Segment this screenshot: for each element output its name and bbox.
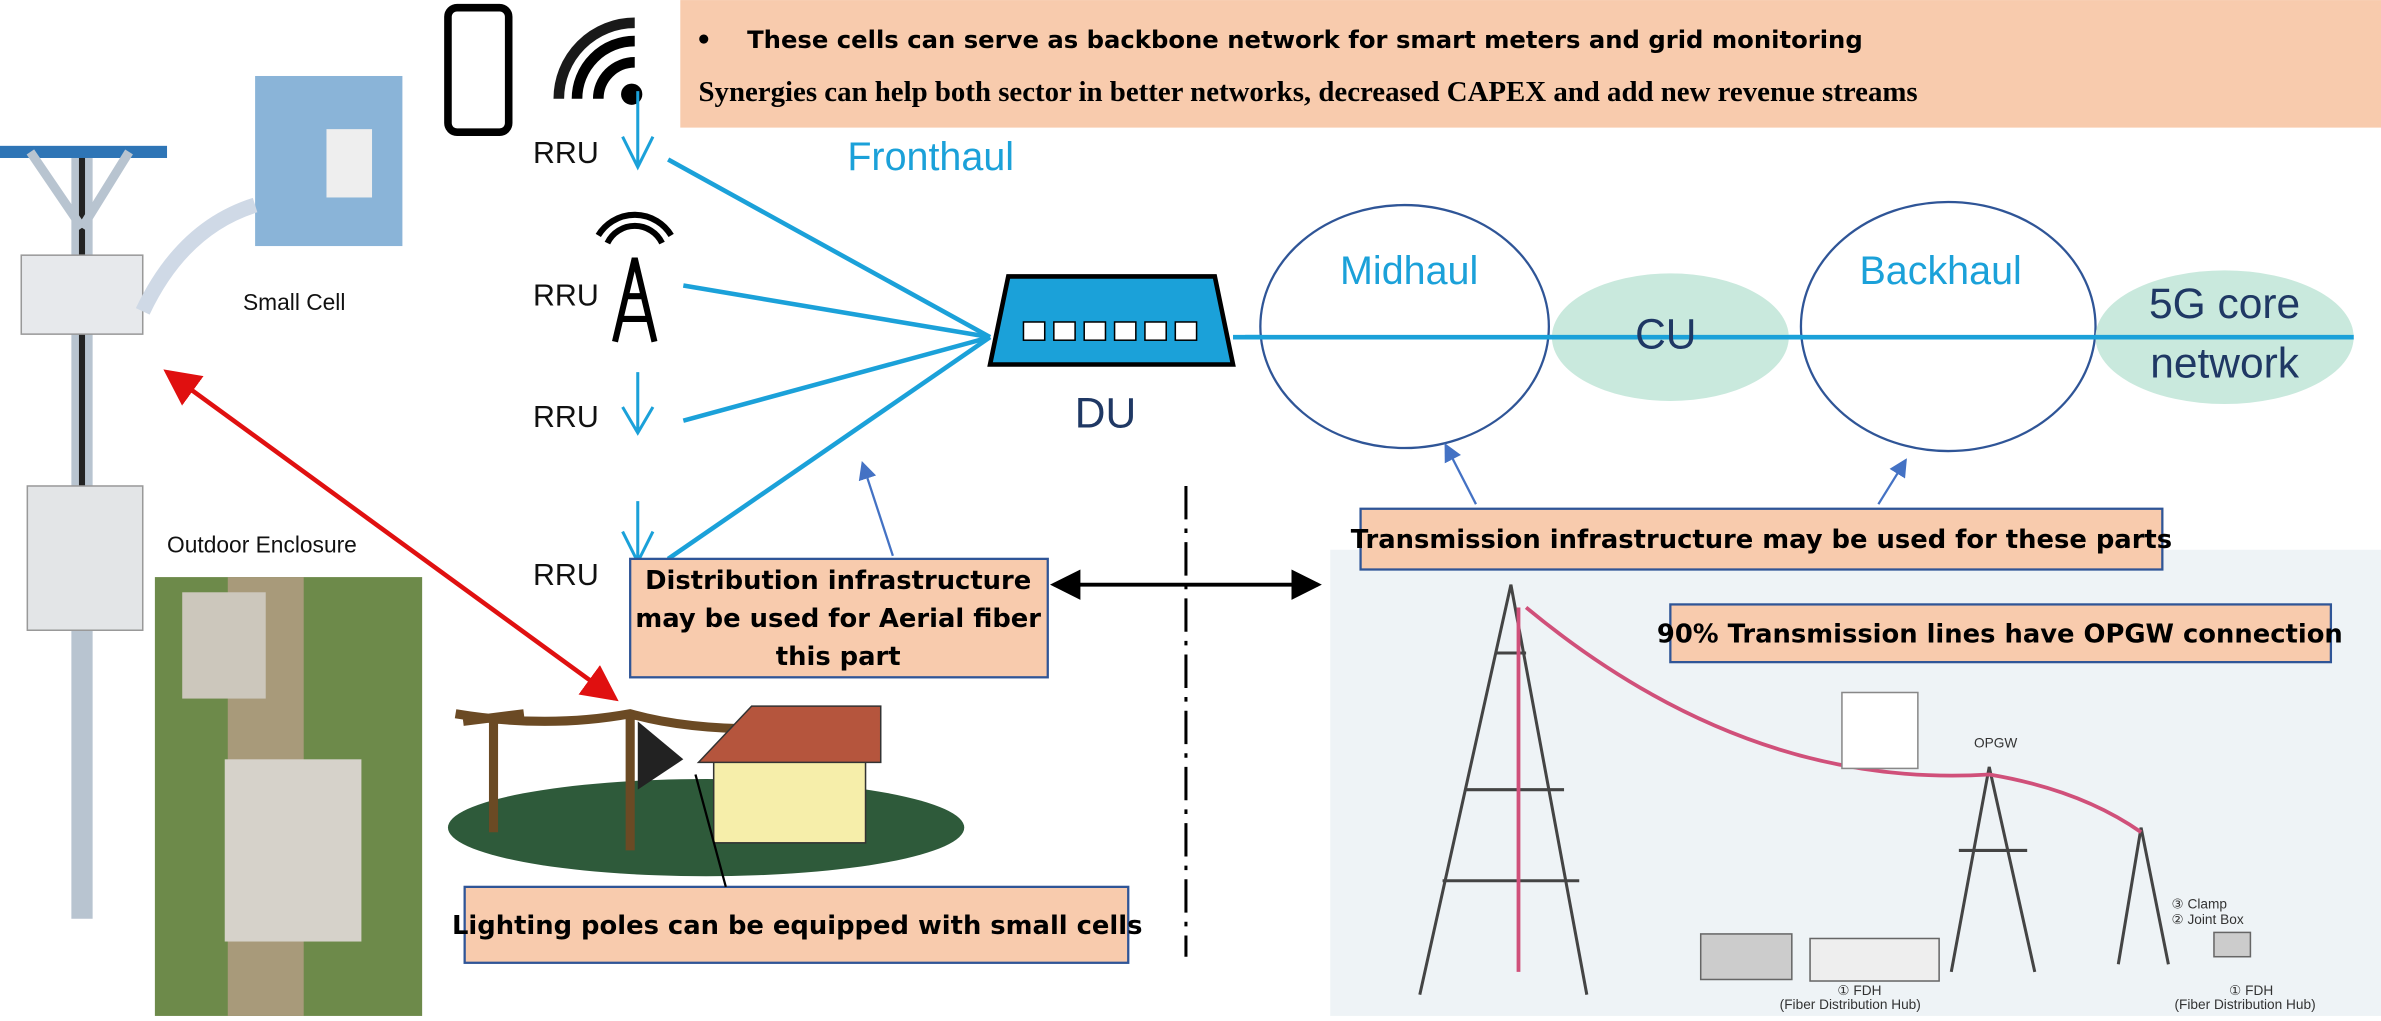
- backhaul-label: Backhaul: [1859, 249, 2021, 293]
- enclosure-unit: [27, 486, 142, 630]
- opgw-label: OPGW: [1974, 736, 2017, 751]
- du-label: DU: [1075, 390, 1136, 437]
- blue-arrow: [1446, 445, 1476, 504]
- rru-label: RRU: [533, 401, 599, 434]
- pole-arm: [0, 146, 167, 158]
- fronthaul-links: [668, 160, 990, 559]
- blue-arrow: [863, 463, 893, 556]
- cu-label: CU: [1635, 311, 1696, 358]
- fdh-sub-label: (Fiber Distribution Hub): [1780, 997, 1921, 1012]
- tower-icon: [615, 258, 654, 342]
- core-label: network: [2150, 340, 2300, 387]
- fdh-detail: [1810, 938, 1939, 981]
- tower-waves: [598, 215, 671, 243]
- fdh-sub-label: (Fiber Distribution Hub): [2174, 997, 2315, 1012]
- transmission-text: Transmission infrastructure may be used …: [1351, 525, 2172, 555]
- enclosure-photo-box: [182, 592, 266, 698]
- small-cell-photo-device: [326, 129, 372, 197]
- clamp-detail: [1842, 692, 1918, 768]
- midhaul-label: Midhaul: [1340, 249, 1478, 293]
- opgw-text: 90% Transmission lines have OPGW connect…: [1657, 619, 2343, 649]
- distribution-text: Distribution infrastructure: [645, 566, 1031, 596]
- rru-label: RRU: [533, 559, 599, 592]
- rru-label: RRU: [533, 280, 599, 313]
- blue-arrow: [1878, 460, 1905, 504]
- core-label: 5G core: [2149, 281, 2300, 328]
- distribution-text: may be used for Aerial fiber: [635, 604, 1041, 634]
- banner: [680, 0, 2381, 128]
- house-roof: [699, 706, 881, 762]
- house: [714, 759, 866, 843]
- backhaul-cloud: [1801, 202, 2096, 451]
- ground: [448, 779, 964, 876]
- distribution-text: this part: [776, 642, 901, 672]
- bullet-text: These cells can serve as backbone networ…: [747, 25, 1863, 54]
- lighting-text: Lighting poles can be equipped with smal…: [452, 911, 1142, 941]
- fdh-box: [2214, 932, 2250, 956]
- du-device: [990, 276, 1233, 364]
- small-cell-label: Small Cell: [243, 289, 345, 315]
- fdh-box: [1701, 934, 1792, 980]
- callout-swoosh: [143, 205, 255, 311]
- phone-icon: [448, 8, 509, 133]
- midhaul-cloud: [1260, 205, 1549, 448]
- clamp-label: ③ Clamp: [2171, 897, 2227, 912]
- joint-box-label: ② Joint Box: [2171, 912, 2243, 927]
- small-cell-unit: [21, 255, 142, 334]
- wifi-icon: [559, 23, 635, 99]
- enclosure-label: Outdoor Enclosure: [167, 532, 357, 558]
- rru-label: RRU: [533, 137, 599, 170]
- bullet: •: [695, 26, 712, 56]
- headline: Synergies can help both sector in better…: [699, 76, 1918, 108]
- enclosure-photo-box: [225, 759, 362, 941]
- diagram: • These cells can serve as backbone netw…: [0, 0, 2381, 1016]
- fronthaul-label: Fronthaul: [847, 135, 1014, 179]
